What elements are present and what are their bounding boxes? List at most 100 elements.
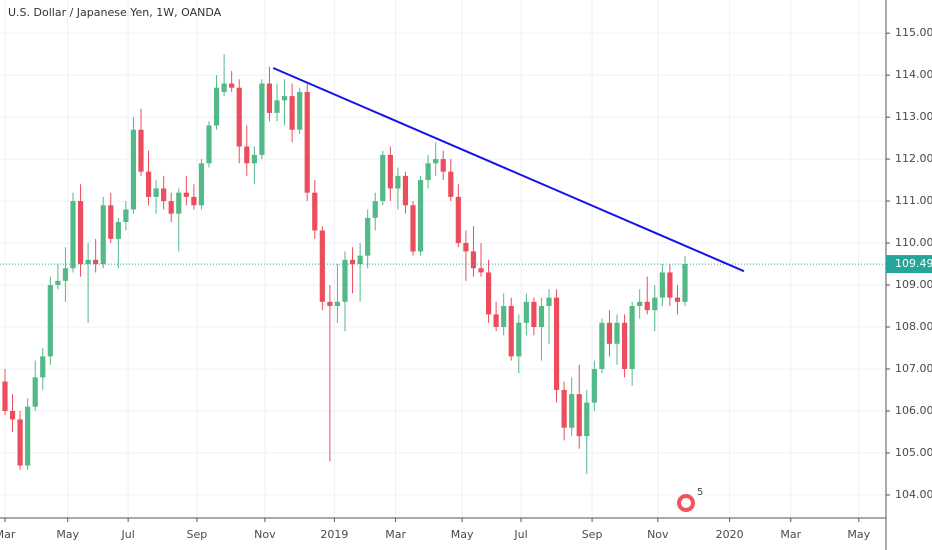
candle-body xyxy=(576,394,582,437)
candle-body xyxy=(108,205,114,239)
candle-body xyxy=(153,188,159,197)
candle-body xyxy=(652,297,658,311)
candle-body xyxy=(440,159,446,172)
candle-body xyxy=(123,209,129,223)
candle-body xyxy=(531,301,537,328)
candle-body xyxy=(40,356,46,378)
candle-body xyxy=(387,154,393,189)
candle-body xyxy=(501,306,507,328)
y-tick-label: 105.000 xyxy=(895,446,932,459)
candle-body xyxy=(349,259,356,265)
last-price-label: 109.499 xyxy=(895,257,932,270)
candle-body xyxy=(319,230,325,302)
events-icon[interactable]: 5 xyxy=(677,487,703,512)
y-tick-label: 110.000 xyxy=(895,236,932,249)
candle-body xyxy=(161,188,167,202)
candle-body xyxy=(395,175,401,189)
candle-body xyxy=(523,301,529,323)
y-tick-label: 115.000 xyxy=(895,26,932,39)
candle-body xyxy=(667,272,673,298)
candle-body xyxy=(463,243,469,252)
candle-body xyxy=(77,201,84,265)
candle-body xyxy=(130,129,137,210)
candle-body xyxy=(621,322,628,369)
last-price-box xyxy=(886,255,932,274)
y-tick-label: 107.000 xyxy=(895,362,932,375)
candle-body xyxy=(372,201,378,218)
candle-body xyxy=(485,272,492,315)
candle-body xyxy=(229,83,235,88)
candle-body xyxy=(455,196,461,244)
candle-body xyxy=(259,83,265,155)
trendline xyxy=(272,67,745,273)
y-tick-label: 113.000 xyxy=(895,110,932,123)
candle-body xyxy=(659,272,665,298)
candle-body xyxy=(198,163,205,206)
grid xyxy=(0,0,886,518)
x-tick-label: Nov xyxy=(647,528,669,541)
x-tick-label: May xyxy=(56,528,79,541)
candle-body xyxy=(402,175,409,206)
candle-body xyxy=(251,154,257,164)
candle-body xyxy=(380,154,386,202)
candle-body xyxy=(433,159,439,164)
candle-body xyxy=(304,91,310,193)
candle-body xyxy=(365,217,371,256)
candle-body xyxy=(281,96,288,101)
x-tick-label: Mar xyxy=(0,528,16,541)
y-tick-label: 111.000 xyxy=(895,194,932,207)
x-tick-label: Jul xyxy=(121,528,135,541)
x-tick-label: Jul xyxy=(513,528,527,541)
y-tick-label: 104.000 xyxy=(895,488,932,501)
candle-body xyxy=(32,377,38,407)
candle-body xyxy=(93,259,99,265)
candle-body xyxy=(312,192,318,231)
x-tick-label: Sep xyxy=(187,528,208,541)
candle-body xyxy=(115,222,121,239)
candle-body xyxy=(9,410,16,420)
candle-body xyxy=(191,196,197,206)
candle-body xyxy=(334,301,341,307)
chart-title: U.S. Dollar / Japanese Yen, 1W, OANDA xyxy=(8,6,222,19)
candle-body xyxy=(470,251,477,269)
events-count: 5 xyxy=(697,487,703,498)
candle-body xyxy=(176,192,182,214)
candles xyxy=(2,54,688,474)
candle-body xyxy=(47,285,53,357)
candle-body xyxy=(138,129,144,172)
candle-body xyxy=(561,389,567,428)
candle-body xyxy=(2,381,8,411)
candle-body xyxy=(342,259,348,302)
candle-body xyxy=(25,406,31,466)
y-tick-label: 108.000 xyxy=(895,320,932,333)
candle-body xyxy=(183,192,189,197)
candle-body xyxy=(644,301,650,311)
candle-body xyxy=(516,322,522,357)
candle-body xyxy=(221,83,227,92)
candle-body xyxy=(417,180,424,252)
candle-body xyxy=(553,297,560,390)
x-tick-label: Nov xyxy=(254,528,276,541)
candle-body xyxy=(410,205,416,252)
candle-body xyxy=(213,87,220,126)
candle-body xyxy=(62,268,69,281)
y-tick-label: 106.000 xyxy=(895,404,932,417)
candle-body xyxy=(266,83,273,113)
candle-body xyxy=(297,91,303,130)
candle-body xyxy=(289,96,295,130)
candle-body xyxy=(599,322,605,369)
candle-body xyxy=(327,301,333,307)
candle-body xyxy=(546,297,552,307)
candle-body xyxy=(145,171,152,197)
candle-body xyxy=(591,368,597,403)
candle-body xyxy=(274,100,280,113)
candle-body xyxy=(55,280,61,286)
candle-body xyxy=(584,402,590,437)
events-inner xyxy=(681,498,691,508)
candle-body xyxy=(100,205,106,265)
x-tick-label: May xyxy=(451,528,474,541)
y-tick-label: 109.000 xyxy=(895,278,932,291)
candle-body xyxy=(17,419,23,466)
candle-body xyxy=(70,201,76,269)
